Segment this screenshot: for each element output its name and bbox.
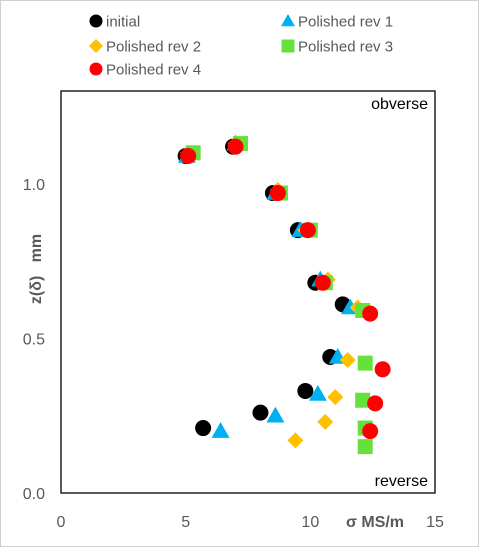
- data-point: [180, 147, 197, 164]
- data-point: [195, 420, 212, 437]
- legend-marker: [281, 14, 295, 27]
- data-point: [252, 404, 269, 421]
- legend-item: Polished rev 1: [281, 14, 393, 31]
- legend-marker: [89, 14, 103, 28]
- data-point: [317, 413, 334, 430]
- legend-label: initial: [106, 14, 140, 31]
- legend-item: Polished rev 2: [89, 39, 201, 56]
- data-point: [367, 395, 384, 412]
- data-points: [177, 134, 391, 455]
- x-tick-label: 10: [301, 514, 319, 531]
- data-point: [374, 361, 391, 378]
- data-point: [362, 305, 379, 322]
- legend-marker: [89, 62, 103, 76]
- data-point: [339, 352, 356, 369]
- data-point: [287, 432, 304, 449]
- data-point: [314, 274, 331, 291]
- legend-label: Polished rev 4: [106, 62, 201, 79]
- y-tick-label: 0.5: [23, 331, 45, 348]
- annotation-reverse: reverse: [375, 473, 428, 490]
- data-point: [211, 422, 230, 438]
- data-point: [266, 406, 285, 423]
- legend-label: Polished rev 3: [298, 39, 393, 56]
- x-tick-labels: 0 5 10 15: [57, 514, 444, 531]
- x-tick-label: 5: [181, 514, 190, 531]
- x-tick-label: 15: [426, 514, 444, 531]
- data-point: [362, 423, 379, 440]
- data-point: [299, 222, 316, 239]
- legend-marker: [89, 39, 103, 53]
- legend-item: Polished rev 3: [281, 39, 393, 56]
- legend-item: initial: [89, 14, 140, 31]
- data-point: [227, 138, 244, 155]
- series-polished-rev-4: [180, 138, 391, 440]
- data-point: [355, 392, 371, 408]
- y-axis-label: z(δ) mm: [28, 234, 45, 304]
- y-tick-label: 1.0: [23, 177, 45, 194]
- data-point: [308, 385, 327, 401]
- data-point: [327, 389, 344, 406]
- legend-marker: [281, 39, 295, 53]
- data-point: [297, 382, 314, 399]
- y-tick-label: 0.0: [23, 486, 45, 503]
- plot-area: [60, 90, 436, 494]
- x-tick-label: 0: [57, 514, 66, 531]
- legend-label: Polished rev 1: [298, 14, 393, 31]
- legend-label: Polished rev 2: [106, 39, 201, 56]
- data-point: [269, 185, 286, 202]
- y-tick-labels: 0.0 0.5 1.0: [23, 177, 45, 503]
- x-axis-label: σ MS/m: [346, 514, 404, 531]
- annotation-obverse: obverse: [371, 96, 428, 113]
- data-point: [357, 355, 373, 371]
- legend: initial Polished rev 1 Polished rev 2 Polis…: [89, 14, 393, 79]
- data-point: [357, 439, 373, 455]
- legend-item: Polished rev 4: [89, 62, 201, 79]
